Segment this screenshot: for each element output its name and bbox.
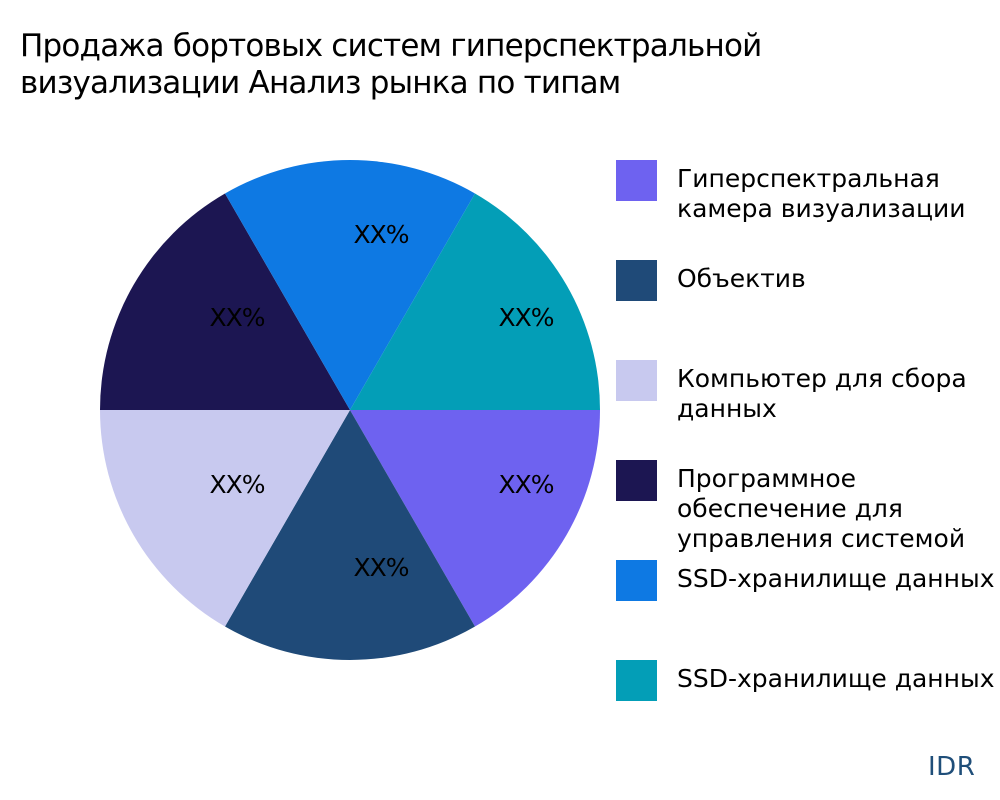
slice-label-data-computer: XX% bbox=[209, 470, 264, 499]
legend-label: Гиперспектральная камера визуализации bbox=[677, 164, 966, 223]
legend-swatch bbox=[616, 260, 657, 301]
brand-logo-text: IDR bbox=[928, 752, 976, 782]
slice-label-lens: XX% bbox=[353, 553, 408, 582]
legend-label: Объектив bbox=[677, 264, 806, 293]
slice-label-hyperspectral-camera: XX% bbox=[498, 470, 553, 499]
legend-label: SSD-хранилище данных bbox=[677, 564, 995, 593]
legend-swatch bbox=[616, 460, 657, 501]
pie-slice-lens bbox=[225, 410, 475, 660]
pie-slice-data-computer bbox=[100, 410, 350, 627]
legend-label: SSD-хранилище данных bbox=[677, 664, 995, 693]
legend-swatch bbox=[616, 560, 657, 601]
pie-slice-software bbox=[100, 193, 350, 410]
chart-title-line-2: визуализации Анализ рынка по типам bbox=[20, 65, 621, 101]
slice-label-ssd-storage-1: XX% bbox=[353, 220, 408, 249]
chart-title-line-1: Продажа бортовых систем гиперспектрально… bbox=[20, 28, 762, 64]
pie-slice-ssd-storage-1 bbox=[225, 160, 475, 410]
legend-swatch bbox=[616, 660, 657, 701]
pie-slice-hyperspectral-camera bbox=[350, 410, 600, 627]
legend-label: Компьютер для сбора данных bbox=[677, 364, 967, 423]
chart-legend: Гиперспектральная камера визуализации Об… bbox=[616, 0, 1000, 800]
legend-label: Программное обеспечение для управления с… bbox=[677, 464, 966, 553]
chart-title: Продажа бортовых систем гиперспектрально… bbox=[20, 28, 920, 102]
slice-label-ssd-storage-2: XX% bbox=[498, 303, 553, 332]
pie-slice-ssd-storage-2 bbox=[350, 193, 600, 410]
legend-swatch bbox=[616, 160, 657, 201]
slice-label-software: XX% bbox=[209, 303, 264, 332]
legend-swatch bbox=[616, 360, 657, 401]
